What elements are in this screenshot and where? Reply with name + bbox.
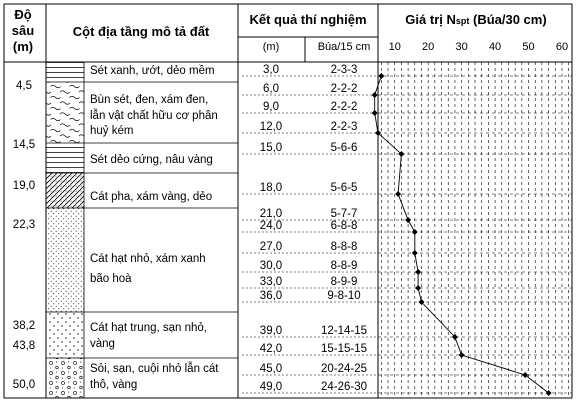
nspt-data-point: [458, 352, 465, 358]
nspt-data-point: [398, 151, 405, 157]
stratum-pattern: [46, 358, 84, 398]
test-results: 3,0 2-3-3 6,0 2-2-2 9,0 2-2-2 12,0 2-2-3 15,0 5-6…: [242, 64, 378, 394]
test-depth: 36,0: [260, 290, 282, 302]
nspt-header-suffix: (Búa/30 cm): [469, 12, 546, 27]
stratum-description: Cát pha, xám vàng, dẻo: [90, 191, 212, 203]
table-frame: [3, 3, 573, 399]
nspt-series-line: [374, 75, 549, 394]
column-header: Cột địa tầng mô tả đất: [73, 24, 210, 39]
test-blows: 5-7-7: [331, 208, 358, 220]
test-blows: 2-3-3: [331, 64, 358, 76]
nspt-data-point: [451, 334, 458, 340]
sub-header-blows: Búa/15 cm: [318, 41, 371, 53]
results-header: Kết quả thí nghiệm: [250, 12, 367, 27]
stratum-description: Cát hạt trung, sạn nhỏ,: [90, 322, 207, 334]
test-blows: 5-6-5: [331, 182, 358, 194]
nspt-data-point: [395, 191, 402, 197]
nspt-data-point: [378, 73, 385, 79]
x-tick-label: 40: [489, 41, 501, 53]
test-blows: 20-24-25: [321, 363, 367, 375]
nspt-data-point: [371, 110, 378, 116]
test-depth: 12,0: [260, 121, 282, 133]
stratum-pattern: [46, 82, 84, 143]
depth-header-line3: (m): [13, 39, 33, 54]
stratum-description: Bùn sét, đen, xám đen,: [90, 94, 208, 106]
x-tick-label: 60: [556, 41, 568, 53]
nspt-data-point: [411, 229, 418, 235]
x-tick-label: 50: [522, 41, 534, 53]
stratum-description: Sét dẻo cứng, nâu vàng: [90, 154, 213, 166]
depth-header-line1: Độ: [14, 7, 31, 22]
test-depth: 33,0: [260, 276, 282, 288]
nspt-data-point: [411, 250, 418, 256]
nspt-data-point: [415, 285, 422, 291]
stratum-pattern: [46, 173, 84, 208]
nspt-data-point: [522, 372, 529, 378]
test-depth: 9,0: [263, 101, 279, 113]
stratum-description: bão hoà: [90, 273, 132, 285]
depth-header-line2: sâu: [12, 23, 34, 38]
stratum-description: Cát hạt nhỏ, xám xanh: [90, 253, 206, 265]
x-tick-label: 30: [455, 41, 467, 53]
test-depth: 49,0: [260, 381, 282, 393]
test-depth: 30,0: [260, 260, 282, 272]
test-depth: 24,0: [260, 220, 282, 232]
test-blows: 5-6-6: [331, 142, 358, 154]
nspt-header-prefix: Giá trị N: [405, 12, 456, 27]
test-blows: 2-2-2: [331, 83, 358, 95]
test-blows: 12-14-15: [321, 325, 367, 337]
depth-label: 22,3: [13, 219, 35, 231]
nspt-data-point: [415, 269, 422, 275]
nspt-chart: 10 20 30 40 50 60: [371, 41, 572, 398]
test-depth: 18,0: [260, 182, 282, 194]
stratum-pattern: [46, 143, 84, 173]
test-blows: 9-8-10: [327, 290, 360, 302]
test-blows: 2-2-3: [331, 121, 358, 133]
nspt-data-point: [545, 390, 552, 396]
test-depth: 21,0: [260, 208, 282, 220]
test-depth: 45,0: [260, 363, 282, 375]
nspt-data-point: [405, 217, 412, 223]
test-blows: 15-15-15: [321, 343, 367, 355]
test-depth: 42,0: [260, 343, 282, 355]
stratum-pattern: [46, 208, 84, 312]
strata-layers: Sét xanh, ướt, dẻo mềm Bùn sét, đen, xám …: [46, 62, 238, 399]
test-blows: 24-26-30: [321, 381, 367, 393]
stratum-description: lẫn vật chất hữu cơ phân: [90, 109, 218, 122]
sub-header-depth: (m): [263, 41, 280, 53]
nspt-header-sub: spt: [456, 16, 470, 26]
nspt-header: Giá trị Nspt (Búa/30 cm): [405, 12, 546, 27]
depth-labels: 4,5 14,5 19,0 22,3 38,2 43,8 50,0: [13, 80, 35, 391]
test-blows: 8-8-8: [331, 241, 358, 253]
test-blows: 8-9-9: [331, 276, 358, 288]
depth-label: 4,5: [16, 80, 32, 92]
stratum-description: vàng: [90, 338, 115, 350]
stratum-pattern: [46, 62, 84, 82]
nspt-data-point: [418, 299, 425, 305]
x-tick-label: 10: [389, 41, 401, 53]
depth-label: 19,0: [13, 180, 35, 192]
test-blows: 2-2-2: [331, 101, 358, 113]
x-tick-label: 20: [422, 41, 434, 53]
stratum-description: Sét xanh, ướt, dẻo mềm: [90, 65, 215, 77]
depth-label: 38,2: [13, 320, 35, 332]
depth-label: 43,8: [13, 340, 35, 352]
test-depth: 3,0: [263, 64, 279, 76]
stratum-pattern: [46, 312, 84, 358]
test-depth: 15,0: [260, 142, 282, 154]
nspt-data-point: [371, 92, 378, 98]
test-depth: 27,0: [260, 241, 282, 253]
stratum-description: Sỏi, sạn, cuội nhỏ lẫn cát: [90, 362, 219, 375]
stratum-description: thô, vàng: [90, 379, 137, 391]
depth-label: 14,5: [13, 139, 35, 151]
depth-label: 50,0: [13, 379, 35, 391]
test-depth: 6,0: [263, 83, 279, 95]
test-blows: 8-8-9: [331, 260, 358, 272]
stratum-description: huỷ kém: [90, 125, 133, 137]
test-depth: 39,0: [260, 325, 282, 337]
test-blows: 6-8-8: [331, 220, 358, 232]
